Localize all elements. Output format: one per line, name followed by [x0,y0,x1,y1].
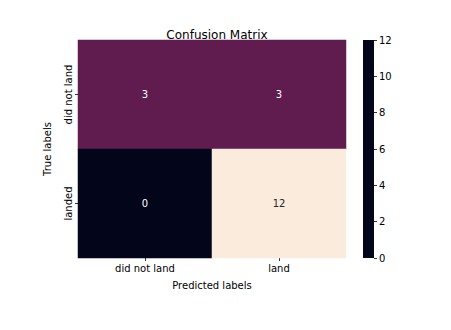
svg-text:landed: landed [63,186,74,220]
svg-text:did not land: did not land [63,65,74,125]
svg-text:4: 4 [379,180,385,191]
svg-text:6: 6 [379,144,385,155]
svg-text:3: 3 [142,89,148,100]
svg-text:3: 3 [276,89,282,100]
svg-text:did not land: did not land [115,263,175,274]
svg-text:0: 0 [142,198,148,209]
svg-text:2: 2 [379,216,385,227]
svg-text:0: 0 [379,253,385,264]
svg-text:Predicted labels: Predicted labels [172,280,252,291]
svg-text:Confusion Matrix: Confusion Matrix [166,28,267,42]
svg-text:land: land [268,263,290,274]
svg-text:10: 10 [379,71,392,82]
svg-text:12: 12 [273,198,286,209]
svg-text:True labels: True labels [42,122,53,177]
svg-text:12: 12 [379,35,392,46]
svg-text:8: 8 [379,107,385,118]
